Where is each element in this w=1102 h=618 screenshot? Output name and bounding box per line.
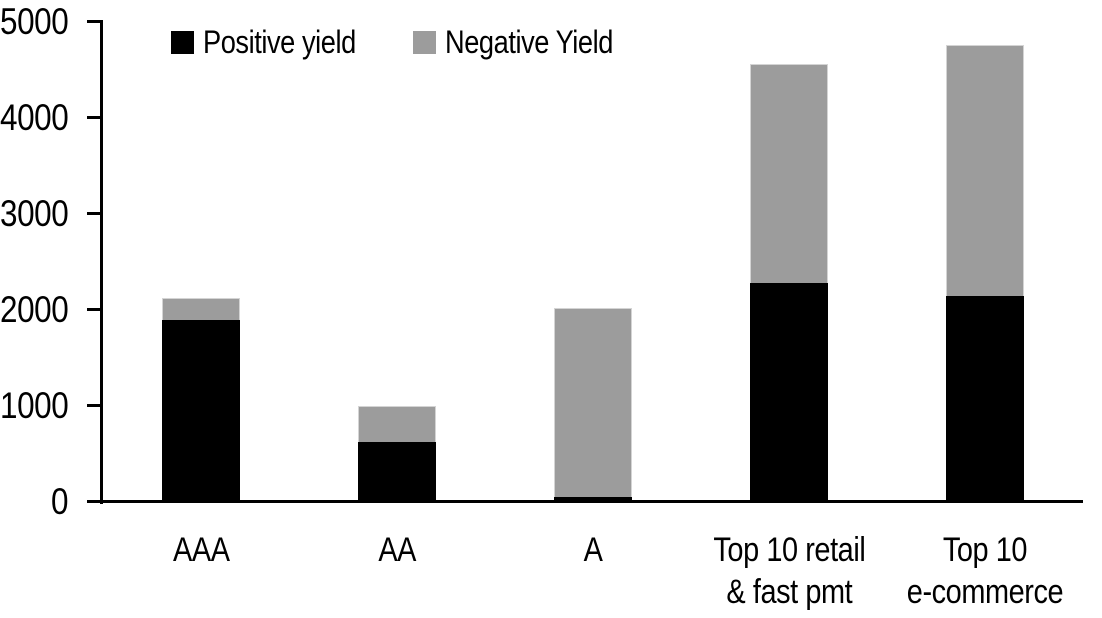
y-tick-mark <box>87 212 100 215</box>
bar-segment-positive <box>750 283 828 502</box>
y-tick-mark <box>87 116 100 119</box>
negative-yield-swatch-icon <box>413 30 436 54</box>
y-tick-mark <box>87 500 100 503</box>
x-category-label: Top 10 e-commerce <box>870 529 1100 613</box>
bar-segment-negative <box>946 45 1024 296</box>
legend-label-negative-yield: Negative Yield <box>445 24 613 60</box>
y-tick-label: 2000 <box>0 289 68 331</box>
y-axis-line <box>100 20 103 504</box>
y-tick-label: 4000 <box>0 97 68 139</box>
y-tick-label-text: 0 <box>50 481 68 522</box>
y-tick-label: 3000 <box>0 193 68 235</box>
x-category-label: AA <box>282 529 512 571</box>
bar-segment-positive <box>554 497 632 502</box>
x-category-label: AAA <box>86 529 316 571</box>
y-tick-label: 0 <box>0 481 68 523</box>
y-tick-mark <box>87 308 100 311</box>
bar-segment-positive <box>162 319 240 502</box>
x-category-label-text: Top 10 retail & fast pmt <box>713 531 865 611</box>
positive-yield-swatch-icon <box>171 30 194 54</box>
legend-item-negative-yield: Negative Yield <box>413 24 643 60</box>
x-category-label: A <box>478 529 708 571</box>
y-tick-label-text: 1000 <box>0 385 68 426</box>
legend-label-positive-yield: Positive yield <box>203 24 356 60</box>
bar-segment-positive <box>358 442 436 502</box>
y-tick-mark <box>87 404 100 407</box>
bar-segment-positive <box>946 295 1024 502</box>
legend-item-positive-yield: Positive yield <box>171 24 383 60</box>
y-tick-label: 5000 <box>0 1 68 43</box>
y-tick-label-text: 5000 <box>0 1 68 42</box>
y-tick-label-text: 4000 <box>0 97 68 138</box>
y-tick-label-text: 2000 <box>0 289 68 330</box>
x-category-label: Top 10 retail & fast pmt <box>674 529 904 613</box>
x-category-label-text: A <box>583 531 603 569</box>
x-category-label-text: AAA <box>172 531 230 569</box>
x-category-label-text: AA <box>378 531 416 569</box>
bar-segment-negative <box>162 298 240 320</box>
y-tick-label-text: 3000 <box>0 193 68 234</box>
y-tick-mark <box>87 20 100 23</box>
bar-segment-negative <box>750 64 828 284</box>
x-category-label-text: Top 10 e-commerce <box>906 531 1064 611</box>
bar-segment-negative <box>554 307 632 498</box>
bar-segment-negative <box>358 406 436 442</box>
y-tick-label: 1000 <box>0 385 68 427</box>
